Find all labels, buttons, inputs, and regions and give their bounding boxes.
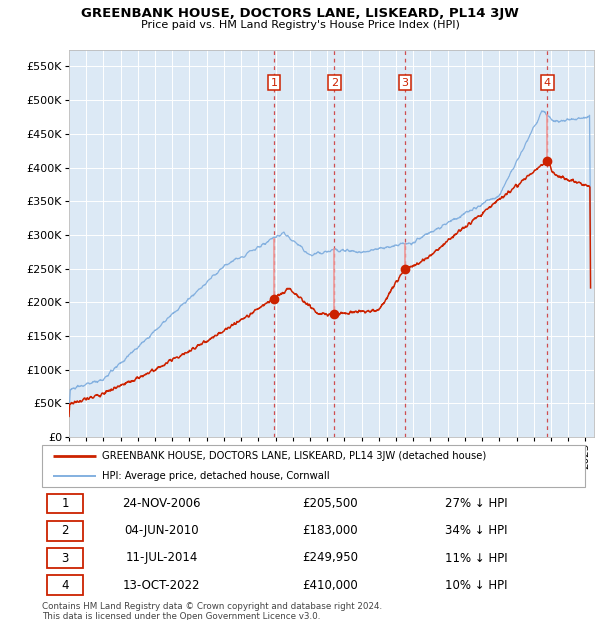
Text: 3: 3 xyxy=(61,552,69,564)
FancyBboxPatch shape xyxy=(47,548,83,568)
Text: HPI: Average price, detached house, Cornwall: HPI: Average price, detached house, Corn… xyxy=(102,471,329,481)
Text: Contains HM Land Registry data © Crown copyright and database right 2024.
This d: Contains HM Land Registry data © Crown c… xyxy=(42,602,382,620)
Text: £410,000: £410,000 xyxy=(302,579,358,591)
Text: 13-OCT-2022: 13-OCT-2022 xyxy=(123,579,200,591)
Text: 34% ↓ HPI: 34% ↓ HPI xyxy=(445,525,508,537)
Text: 2: 2 xyxy=(331,78,338,87)
Text: 24-NOV-2006: 24-NOV-2006 xyxy=(122,497,201,510)
Text: £205,500: £205,500 xyxy=(302,497,358,510)
FancyBboxPatch shape xyxy=(47,521,83,541)
Text: 27% ↓ HPI: 27% ↓ HPI xyxy=(445,497,508,510)
Text: Price paid vs. HM Land Registry's House Price Index (HPI): Price paid vs. HM Land Registry's House … xyxy=(140,20,460,30)
Text: 1: 1 xyxy=(61,497,69,510)
Text: 11-JUL-2014: 11-JUL-2014 xyxy=(125,552,197,564)
Text: 11% ↓ HPI: 11% ↓ HPI xyxy=(445,552,508,564)
FancyBboxPatch shape xyxy=(47,575,83,595)
Text: 04-JUN-2010: 04-JUN-2010 xyxy=(124,525,199,537)
Text: 4: 4 xyxy=(61,579,69,591)
FancyBboxPatch shape xyxy=(47,494,83,513)
Text: 2: 2 xyxy=(61,525,69,537)
Text: GREENBANK HOUSE, DOCTORS LANE, LISKEARD, PL14 3JW: GREENBANK HOUSE, DOCTORS LANE, LISKEARD,… xyxy=(81,7,519,20)
Text: £183,000: £183,000 xyxy=(302,525,358,537)
Text: 4: 4 xyxy=(544,78,551,87)
Text: 3: 3 xyxy=(401,78,409,87)
Text: GREENBANK HOUSE, DOCTORS LANE, LISKEARD, PL14 3JW (detached house): GREENBANK HOUSE, DOCTORS LANE, LISKEARD,… xyxy=(102,451,486,461)
Text: 10% ↓ HPI: 10% ↓ HPI xyxy=(445,579,508,591)
Text: £249,950: £249,950 xyxy=(302,552,358,564)
Text: 1: 1 xyxy=(271,78,277,87)
